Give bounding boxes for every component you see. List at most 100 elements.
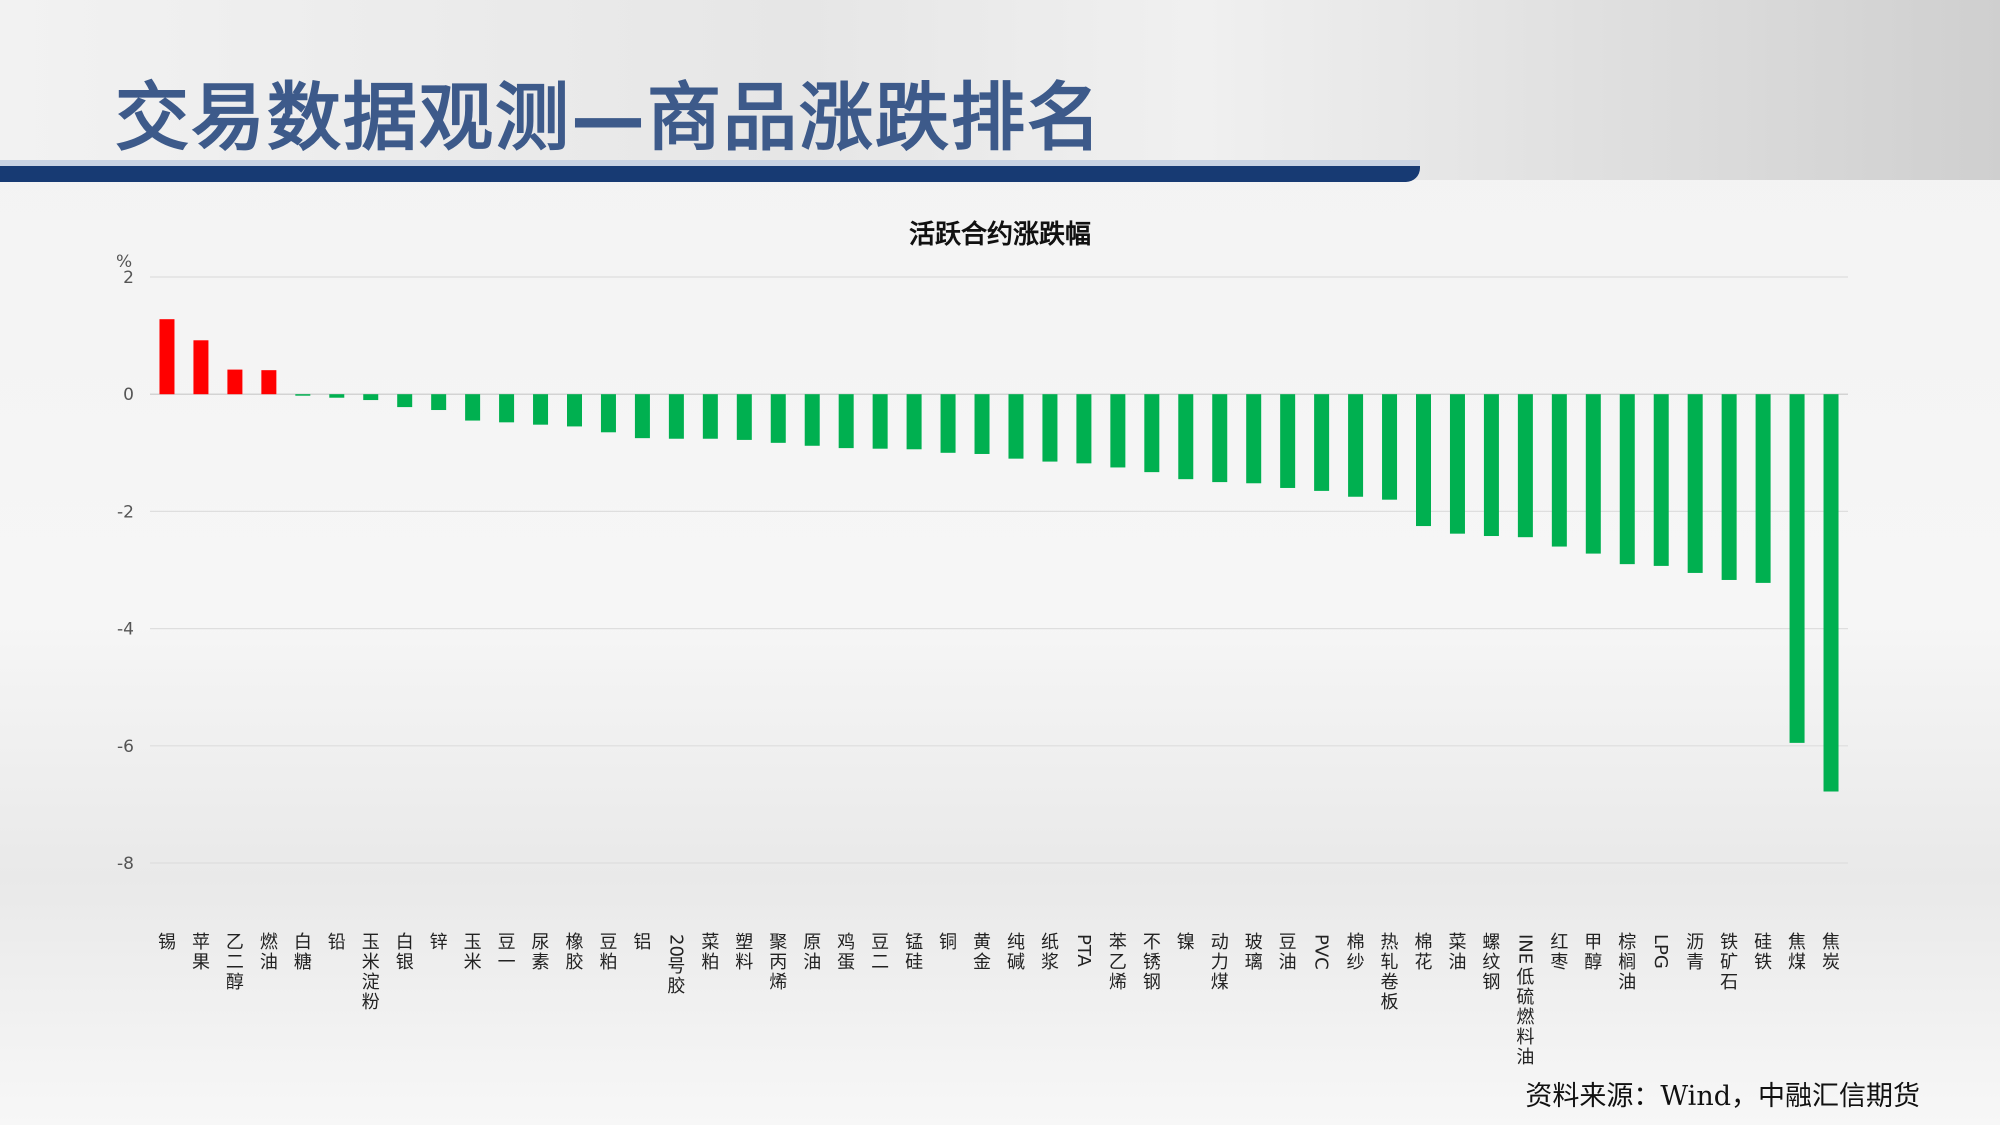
x-category-label: 豆一 xyxy=(498,932,516,973)
x-category-label: 苯乙烯 xyxy=(1109,932,1127,993)
title-underline-light xyxy=(0,160,1420,166)
bar xyxy=(1483,394,1499,537)
svg-text:烯: 烯 xyxy=(1109,972,1127,993)
svg-text:板: 板 xyxy=(1381,992,1399,1013)
svg-text:号: 号 xyxy=(667,956,685,977)
svg-text:聚: 聚 xyxy=(769,932,787,953)
x-category-label: 豆油 xyxy=(1279,932,1297,973)
bar xyxy=(1416,394,1431,527)
bar xyxy=(1178,394,1194,480)
x-category-label: 镍 xyxy=(1177,932,1195,953)
svg-text:油: 油 xyxy=(260,952,278,973)
svg-text:醇: 醇 xyxy=(226,972,244,993)
svg-text:枣: 枣 xyxy=(1550,952,1568,973)
bar xyxy=(1823,394,1839,792)
svg-text:棉: 棉 xyxy=(1347,932,1365,953)
svg-text:糖: 糖 xyxy=(294,952,312,973)
bar xyxy=(1314,394,1330,491)
bar xyxy=(1076,394,1092,464)
x-category-label: 纯碱 xyxy=(1007,932,1025,973)
svg-text:燃: 燃 xyxy=(1516,1007,1534,1028)
svg-text:塑: 塑 xyxy=(735,932,753,953)
y-tick-label: -2 xyxy=(117,502,134,522)
svg-text:PVC: PVC xyxy=(1311,934,1332,970)
bar xyxy=(702,394,718,439)
svg-text:硫: 硫 xyxy=(1516,987,1534,1008)
bar xyxy=(974,394,990,454)
x-category-label: 铝 xyxy=(633,932,651,953)
bar xyxy=(838,394,854,449)
svg-text:苯: 苯 xyxy=(1109,932,1127,953)
svg-text:榈: 榈 xyxy=(1618,952,1636,973)
x-category-label: 棕榈油 xyxy=(1618,932,1636,993)
bar xyxy=(1721,394,1737,580)
x-category-label: 锰硅 xyxy=(905,932,923,973)
svg-text:油: 油 xyxy=(803,952,821,973)
x-category-label: 橡胶 xyxy=(566,932,584,973)
bar xyxy=(634,394,650,439)
svg-text:力: 力 xyxy=(1211,952,1229,973)
svg-text:PTA: PTA xyxy=(1073,934,1094,967)
svg-text:钢: 钢 xyxy=(1143,972,1161,993)
svg-text:银: 银 xyxy=(396,952,414,973)
svg-text:菜: 菜 xyxy=(701,932,719,953)
svg-text:豆: 豆 xyxy=(498,932,516,953)
y-tick-label: -4 xyxy=(117,620,134,640)
bar xyxy=(770,394,786,443)
bar xyxy=(600,394,616,433)
x-category-label: 聚丙烯 xyxy=(769,932,787,993)
svg-text:蛋: 蛋 xyxy=(837,952,855,973)
bar xyxy=(1619,394,1635,565)
svg-text:粉: 粉 xyxy=(362,992,380,1013)
svg-text:粕: 粕 xyxy=(701,952,719,973)
x-category-label: PVC xyxy=(1311,934,1332,970)
svg-text:黄: 黄 xyxy=(973,932,991,953)
x-category-label: 锌 xyxy=(430,932,448,953)
svg-text:煤: 煤 xyxy=(1788,952,1806,973)
svg-text:尿: 尿 xyxy=(532,932,550,953)
x-category-label: 不锈钢 xyxy=(1143,932,1161,993)
bar xyxy=(227,369,243,395)
page-title: 交易数据观测—商品涨跌排名 xyxy=(115,75,1103,161)
svg-text:原: 原 xyxy=(803,932,821,953)
bar xyxy=(1585,394,1601,554)
svg-text:丙: 丙 xyxy=(769,952,787,973)
x-category-label: 红枣 xyxy=(1550,932,1568,973)
bar xyxy=(1789,394,1805,743)
svg-text:苹: 苹 xyxy=(192,932,210,953)
bar xyxy=(872,394,888,449)
svg-text:碱: 碱 xyxy=(1007,952,1025,973)
svg-text:铜: 铜 xyxy=(939,932,957,953)
x-category-label: PTA xyxy=(1073,934,1094,967)
svg-text:油: 油 xyxy=(1448,952,1466,973)
svg-text:煤: 煤 xyxy=(1211,972,1229,993)
bar xyxy=(1551,394,1567,547)
svg-text:铅: 铅 xyxy=(328,932,346,953)
bar xyxy=(906,394,922,450)
svg-text:锌: 锌 xyxy=(430,932,448,953)
x-category-label: 白糖 xyxy=(294,932,312,973)
x-category-label: 纸浆 xyxy=(1041,932,1059,973)
bar xyxy=(940,394,956,453)
x-category-label: 动力煤 xyxy=(1211,932,1229,993)
bar xyxy=(499,394,515,423)
svg-text:花: 花 xyxy=(1415,952,1433,973)
y-tick-label: 0 xyxy=(123,385,134,405)
svg-text:铁: 铁 xyxy=(1720,932,1738,953)
svg-text:纯: 纯 xyxy=(1007,932,1025,953)
x-category-label: 原油 xyxy=(803,932,821,973)
bar xyxy=(668,394,684,439)
header-background xyxy=(0,0,2000,180)
svg-text:锡: 锡 xyxy=(158,932,176,953)
svg-text:锰: 锰 xyxy=(905,932,923,953)
svg-text:玉: 玉 xyxy=(464,932,482,953)
svg-text:镍: 镍 xyxy=(1177,932,1195,953)
bar xyxy=(1755,394,1771,583)
svg-text:铝: 铝 xyxy=(633,932,651,953)
x-category-label: 菜油 xyxy=(1448,932,1466,973)
bar xyxy=(431,394,447,411)
bar xyxy=(1348,394,1364,497)
bar xyxy=(1382,394,1398,500)
bar xyxy=(1110,394,1126,468)
